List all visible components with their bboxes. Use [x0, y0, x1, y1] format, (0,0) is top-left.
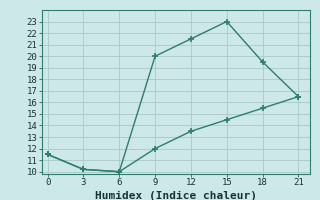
X-axis label: Humidex (Indice chaleur): Humidex (Indice chaleur)	[95, 191, 257, 200]
